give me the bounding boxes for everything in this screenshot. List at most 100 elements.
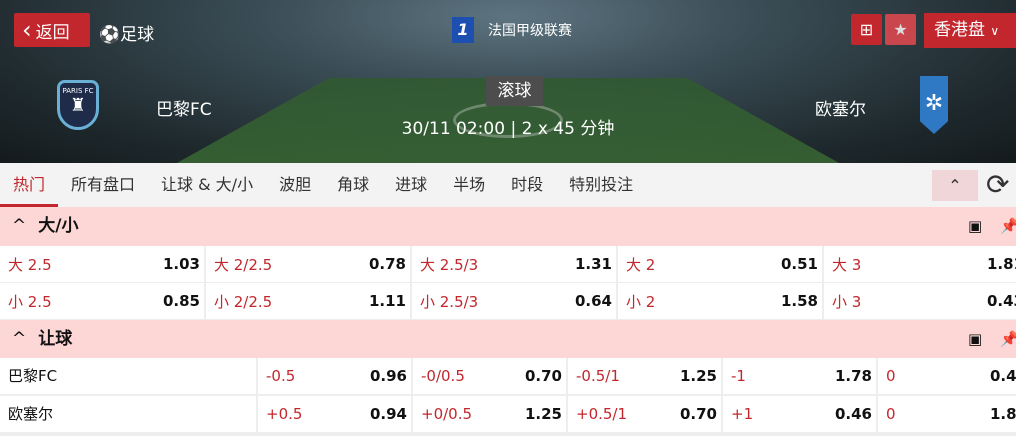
odds-value: 1.81 [989, 405, 1016, 423]
collapse-all-button[interactable]: ⌃ [932, 170, 978, 201]
league: 1 法国甲级联赛 [452, 17, 572, 43]
line-label: 大 2.5/3 [420, 255, 479, 274]
odds-row: 巴黎FC -0.5 0.96 -0/0.5 0.70 -0.5/1 1.25 -1 1.78 0 0… [0, 358, 1016, 394]
tab-3[interactable]: 波胆 [279, 175, 312, 194]
line-label: 0 [886, 405, 896, 423]
tab-8[interactable]: 特别投注 [569, 175, 634, 194]
odds-format-select[interactable]: 香港盘 ∨ [924, 13, 1016, 48]
stats-icon[interactable]: ▣ [968, 330, 983, 348]
section-title: 大/小 [38, 216, 79, 236]
home-team-name: 巴黎FC [156, 100, 212, 120]
odds-cell[interactable]: 小 2.5 0.85 [0, 283, 204, 319]
odds-value: 1.81 [986, 255, 1016, 273]
section-title: 让球 [38, 329, 73, 349]
odds-value: 0.78 [368, 255, 406, 273]
odds-cell[interactable]: -0/0.5 0.70 [413, 358, 566, 394]
tab-6[interactable]: 半场 [453, 175, 486, 194]
team-name: 欧塞尔 [0, 396, 256, 432]
match-header: ‹ 返回 ⚽足球 1 法国甲级联赛 ⊞ ★ 香港盘 ∨ PARIS FC ♜ 巴黎FC… [0, 0, 1016, 163]
section-handicap[interactable]: ^ 让球 ▣ 📌 [0, 320, 1016, 359]
odds-cell[interactable]: 小 2/2.5 1.11 [206, 283, 410, 319]
odds-cell[interactable]: -0.5 0.96 [258, 358, 411, 394]
tab-4[interactable]: 角球 [337, 175, 370, 194]
line-label: +0.5 [266, 405, 303, 423]
odds-value: 1.03 [162, 255, 200, 273]
pin-icon[interactable]: 📌 [1000, 330, 1016, 348]
star-icon[interactable]: ★ [885, 14, 916, 45]
odds-value: 0.51 [780, 255, 818, 273]
refresh-icon[interactable]: ⟳ [986, 168, 1010, 201]
chevron-up-icon: ^ [12, 329, 27, 349]
stats-icon[interactable]: ▣ [968, 217, 983, 235]
tab-2[interactable]: 让球 & 大/小 [161, 175, 254, 194]
odds-value: 1.58 [780, 292, 818, 310]
pitch-view-icon[interactable]: ⊞ [851, 14, 882, 45]
live-status-badge: 滚球 [486, 76, 543, 106]
odds-cell[interactable]: 01.81 [878, 396, 1016, 432]
line-label: -0.5/1 [576, 367, 620, 385]
team-name: 巴黎FC [0, 358, 256, 394]
market-tabs: 热门 所有盘口 让球 & 大/小 波胆 角球 进球 半场 时段 特别投注 [0, 163, 1016, 207]
odds-format-value: 香港盘 [934, 20, 985, 40]
odds-cell[interactable]: -0.5/1 1.25 [568, 358, 721, 394]
odds-cell[interactable]: +0/0.5 1.25 [413, 396, 566, 432]
sport-name: 足球 [120, 25, 155, 45]
odds-value: 0.46 [834, 405, 872, 423]
section-over-under[interactable]: ^ 大/小 ▣ 📌 [0, 207, 1016, 246]
line-label: +0.5/1 [576, 405, 628, 423]
odds-value: 0.45 [989, 367, 1016, 385]
odds-cell[interactable]: +0.5 0.94 [258, 396, 411, 432]
line-label: 小 2.5 [8, 292, 52, 311]
back-label: 返回 [35, 22, 70, 43]
odds-value: 1.25 [524, 405, 562, 423]
line-label: 大 2.5 [8, 255, 52, 274]
tab-7[interactable]: 时段 [511, 175, 544, 194]
odds-cell[interactable]: 大 2.5/3 1.31 [412, 246, 616, 282]
match-time: 30/11 02:00 | 2 x 45 分钟 [401, 119, 615, 139]
chevron-down-icon: ∨ [990, 24, 1000, 38]
odds-row: 欧塞尔 +0.5 0.94 +0/0.5 1.25 +0.5/1 0.70 +1 0.46 0 1.… [0, 396, 1016, 432]
odds-value: 0.64 [574, 292, 612, 310]
odds-cell[interactable]: 00.45 [878, 358, 1016, 394]
line-label: +0/0.5 [421, 405, 473, 423]
sport-label[interactable]: ⚽足球 [99, 20, 154, 45]
line-label: 小 2 [626, 292, 656, 311]
home-team-crest: PARIS FC ♜ [57, 80, 99, 130]
odds-row: 小 2.5 0.85 小 2/2.5 1.11 小 2.5/3 0.64 小 2 1.58 小 … [0, 283, 1016, 319]
chevron-left-icon: ‹ [22, 16, 32, 44]
line-label: -0.5 [266, 367, 296, 385]
chevron-up-icon: ^ [12, 216, 27, 236]
back-button[interactable]: ‹ 返回 [14, 13, 90, 47]
odds-cell[interactable]: +0.5/1 0.70 [568, 396, 721, 432]
odds-value: 0.96 [369, 367, 407, 385]
odds-value: 1.25 [679, 367, 717, 385]
tab-1[interactable]: 所有盘口 [71, 175, 136, 194]
odds-value: 1.78 [834, 367, 872, 385]
away-team-name: 欧塞尔 [815, 100, 866, 120]
tab-5[interactable]: 进球 [395, 175, 428, 194]
away-team-crest: ✲ [920, 76, 948, 134]
odds-cell[interactable]: 大 2/2.5 0.78 [206, 246, 410, 282]
line-label: 大 3 [832, 255, 862, 274]
odds-cell[interactable]: -1 1.78 [723, 358, 876, 394]
odds-cell[interactable]: 大 2.5 1.03 [0, 246, 204, 282]
match-duration: 2 x 45 分钟 [521, 119, 615, 139]
line-label: -0/0.5 [421, 367, 465, 385]
odds-cell[interactable]: 小 2 1.58 [618, 283, 822, 319]
tab-0[interactable]: 热门 [0, 163, 59, 207]
odds-row: 大 2.5 1.03 大 2/2.5 0.78 大 2.5/3 1.31 大 2 0.51 大 … [0, 246, 1016, 282]
odds-cell[interactable]: 小 2.5/3 0.64 [412, 283, 616, 319]
odds-cell[interactable]: 小 3 0.43 [824, 283, 1016, 319]
odds-cell[interactable]: +1 0.46 [723, 396, 876, 432]
soccer-ball-icon: ⚽ [99, 25, 121, 45]
line-label: 大 2/2.5 [214, 255, 273, 274]
odds-value: 1.11 [368, 292, 406, 310]
pin-icon[interactable]: 📌 [1000, 217, 1016, 235]
odds-value: 0.94 [369, 405, 407, 423]
odds-value: 0.85 [162, 292, 200, 310]
odds-cell[interactable]: 大 2 0.51 [618, 246, 822, 282]
line-label: 小 3 [832, 292, 862, 311]
odds-cell[interactable]: 大 3 1.81 [824, 246, 1016, 282]
line-label: -1 [731, 367, 746, 385]
line-label: 0 [886, 367, 896, 385]
